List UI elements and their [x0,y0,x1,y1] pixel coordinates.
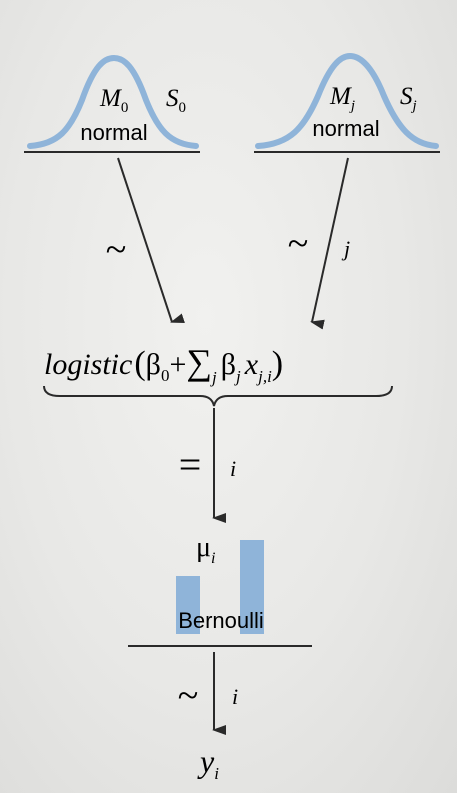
arrow-to-mu: = i [179,408,236,523]
right-prior-mean: Mj [329,83,355,114]
bernoulli-label: Bernoulli [178,608,264,633]
arrow-mid-equals: = [179,442,202,487]
mu-label: μi [196,532,215,567]
arrow-mid-index: i [230,456,236,481]
arrow-to-y: ~ i [178,652,238,735]
bernoulli-distribution: Bernoulli [128,540,312,647]
formula-underbrace [43,385,393,407]
left-prior-mean: M0 [99,85,128,116]
right-prior: Mj Sj normal [254,52,440,153]
left-prior-label: normal [80,120,147,145]
right-prior-sd: Sj [400,83,417,114]
left-prior-sd: S0 [166,85,186,116]
formula: logistic(β0+∑j βj xj,i) [44,342,283,387]
arrow-bottom-tilde: ~ [178,675,199,717]
y-label: yi [197,743,219,783]
right-prior-label: normal [312,116,379,141]
arrow-right-index: j [341,236,350,261]
right-normal-curve [255,52,439,149]
arrow-left-tilde: ~ [106,229,127,271]
bernoulli-bar-1 [240,540,264,634]
arrow-left-prior: ~ [106,157,185,323]
arrow-right-tilde: ~ [288,223,309,265]
left-prior: M0 S0 normal [24,54,200,153]
bernoulli-bar-0 [176,576,200,634]
arrow-right-prior: ~ j [288,157,350,330]
arrow-bottom-index: i [232,684,238,709]
left-normal-curve [27,54,199,149]
